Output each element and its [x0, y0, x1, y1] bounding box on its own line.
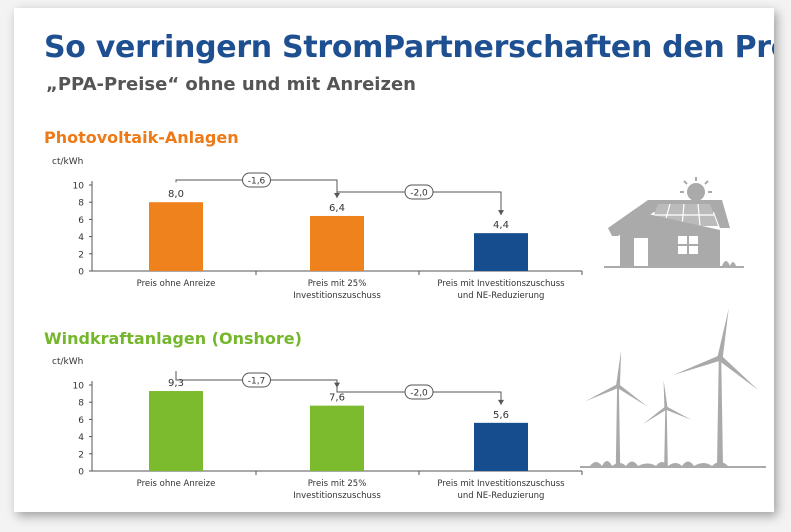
ground-bushes — [590, 461, 728, 466]
wind-difference-arrow-1 — [334, 382, 340, 388]
wind-value-label-2: 7,6 — [329, 393, 345, 404]
turbine-blade — [718, 355, 759, 391]
wind-bar-1 — [149, 391, 203, 471]
pv-category-label-1: Preis ohne Anreize — [137, 279, 216, 289]
wind-y-tick-label: 6 — [78, 416, 84, 426]
pv-y-tick-label: 8 — [78, 199, 84, 209]
pv-category-label-3: Preis mit Investitionszuschuss — [437, 279, 565, 289]
page-subtitle: „PPA-Preise“ ohne und mit Anreizen — [46, 74, 416, 95]
turbine-blade — [616, 350, 622, 387]
wind-category-label-2: Preis mit 25% — [308, 479, 367, 489]
turbine-hub — [616, 384, 620, 388]
turbine-blade — [585, 384, 619, 402]
wind-y-axis-label: ct/kWh — [52, 357, 83, 367]
turbine-blade — [717, 308, 729, 359]
wind-y-tick-label: 4 — [78, 433, 84, 443]
wind-bar-3 — [474, 422, 528, 471]
pv-bar-1 — [149, 202, 203, 271]
pv-category-label-2: Preis mit 25% — [308, 279, 367, 289]
wind-category-label-2: Investitionszuschuss — [293, 491, 381, 501]
infographic-card: So verringern StromPartnerschaften den P… — [14, 8, 774, 512]
pv-bar-2 — [310, 215, 364, 271]
pv-y-tick-label: 2 — [78, 250, 84, 260]
pv-y-tick-label: 6 — [78, 216, 84, 226]
page-title: So verringern StromPartnerschaften den P… — [44, 30, 774, 65]
wind-y-tick-label: 2 — [78, 450, 84, 460]
wind-difference-arrow-2 — [498, 399, 504, 405]
wind-section-title: Windkraftanlagen (Onshore) — [44, 329, 302, 348]
pv-y-tick-label: 0 — [78, 268, 84, 278]
wind-y-tick-label: 10 — [73, 382, 85, 392]
pv-difference-badge-1 — [242, 172, 271, 188]
wind-category-label-3: Preis mit Investitionszuschuss — [437, 479, 565, 489]
pv-value-label-2: 6,4 — [329, 203, 345, 214]
wind-y-tick-label: 8 — [78, 399, 84, 409]
turbine-blade — [665, 406, 692, 420]
turbine-tower — [664, 408, 668, 466]
turbine-tower — [615, 386, 621, 466]
wind-value-label-1: 9,3 — [168, 378, 184, 389]
pv-difference-label-1: -1,6 — [248, 177, 266, 187]
wind-difference-label-1: -1,7 — [248, 377, 266, 387]
house-with-solar-panels-icon — [604, 177, 744, 268]
turbine-blade — [643, 406, 667, 425]
pv-difference-label-2: -2,0 — [410, 189, 428, 199]
wind-category-label-3: und NE-Reduzierung — [458, 491, 545, 501]
pv-category-label-2: Investitionszuschuss — [293, 291, 381, 301]
pv-bar-3 — [474, 233, 528, 271]
turbine-hub — [717, 355, 723, 361]
wind-value-label-3: 5,6 — [493, 410, 509, 421]
turbine-blade — [663, 380, 668, 409]
pv-category-label-3: und NE-Reduzierung — [458, 291, 545, 301]
wind-difference-label-2: -2,0 — [410, 389, 428, 399]
wind-y-tick-label: 0 — [78, 468, 84, 478]
pv-y-axis-label: ct/kWh — [52, 157, 83, 167]
pv-value-label-3: 4,4 — [493, 220, 509, 231]
turbine-blade — [673, 355, 721, 376]
pv-difference-badge-2 — [404, 184, 434, 200]
pv-value-label-1: 8,0 — [168, 189, 184, 200]
pv-y-tick-label: 4 — [78, 233, 84, 243]
turbine-hub — [664, 406, 668, 410]
wind-turbines-icon — [580, 308, 766, 468]
pv-section-title: Photovoltaik-Anlagen — [44, 128, 239, 147]
turbine-blade — [616, 384, 648, 407]
wind-difference-badge-1 — [242, 372, 271, 388]
pv-bar-chart: ct/kWh 0 2 4 6 8 10 8,0 Preis ohne Anreize 6,4 Pre… — [52, 157, 583, 301]
wind-category-label-1: Preis ohne Anreize — [137, 479, 216, 489]
turbine-tower — [717, 358, 723, 466]
wind-difference-badge-2 — [404, 384, 434, 400]
wind-bar-2 — [310, 405, 364, 471]
pv-y-tick-label: 10 — [73, 182, 85, 192]
wind-bar-chart: ct/kWh 0 2 4 6 8 10 9,3 Preis ohne Anreize 7,6 Pre… — [52, 357, 583, 501]
pv-difference-arrow-2 — [498, 210, 504, 216]
